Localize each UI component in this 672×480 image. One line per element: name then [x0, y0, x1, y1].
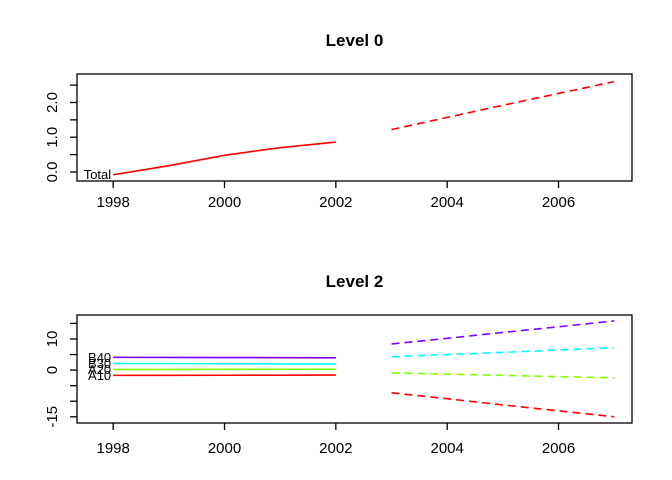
level2-x-tick-label: 2004 [430, 440, 463, 457]
level0-x-tick-label: 2000 [208, 194, 241, 211]
level2-y-tick-label: -15 [44, 406, 61, 428]
level2-axes: 10 0 -15 1998 2000 2002 2004 2006 [44, 314, 633, 457]
level0-x-tick-label: 2004 [430, 194, 463, 211]
level0-series-forecast-Total [391, 80, 615, 131]
level0-y-tick-label: 1.0 [44, 127, 61, 148]
level2-y-tick-label: 0 [44, 366, 61, 374]
level2-x-tick-label: 1998 [96, 440, 129, 457]
level2-series-lines [113, 320, 615, 418]
level2-plot-box [76, 314, 633, 424]
level0-x-tick-label: 2006 [542, 194, 575, 211]
level0-series-label-Total: Total [84, 167, 112, 182]
level2-x-tick-label: 2006 [542, 440, 575, 457]
level0-title: Level 0 [326, 31, 384, 50]
level2-series-forecast-B30 [391, 346, 615, 358]
level0-x-tick-label: 2002 [319, 194, 352, 211]
level2-series-label-A20: A20 [88, 362, 111, 377]
level0-plot-box [76, 73, 633, 182]
level0-axes: 0.0 1.0 2.0 1998 2000 2002 2004 2006 [44, 73, 633, 211]
level2-series-label-B40: B40 [88, 350, 111, 365]
level2-series-forecast-A20 [391, 372, 615, 379]
level0-series-lines [113, 80, 615, 176]
level0-y-tick-label: 0.0 [44, 162, 61, 183]
level2-series-forecast-B40 [391, 320, 615, 345]
level2-panel: Level 2 10 0 -15 1998 2000 2002 2004 2006 A10A2… [44, 272, 633, 457]
level2-title: Level 2 [326, 272, 384, 291]
level0-y-tick-label: 2.0 [44, 92, 61, 113]
level0-x-tick-label: 1998 [96, 194, 129, 211]
level0-series-history-Total [113, 141, 336, 176]
level2-series-label-B30: B30 [88, 356, 111, 371]
level0-series-labels: Total [84, 167, 112, 182]
level2-series-label-A10: A10 [88, 368, 111, 383]
level2-x-tick-label: 2000 [208, 440, 241, 457]
level2-y-tick-label: 10 [44, 331, 61, 348]
level2-series-forecast-A10 [391, 392, 615, 418]
level0-panel: Level 0 0.0 1.0 2.0 1998 2000 2002 2004 2006 To… [44, 31, 633, 211]
level2-x-tick-label: 2002 [319, 440, 352, 457]
